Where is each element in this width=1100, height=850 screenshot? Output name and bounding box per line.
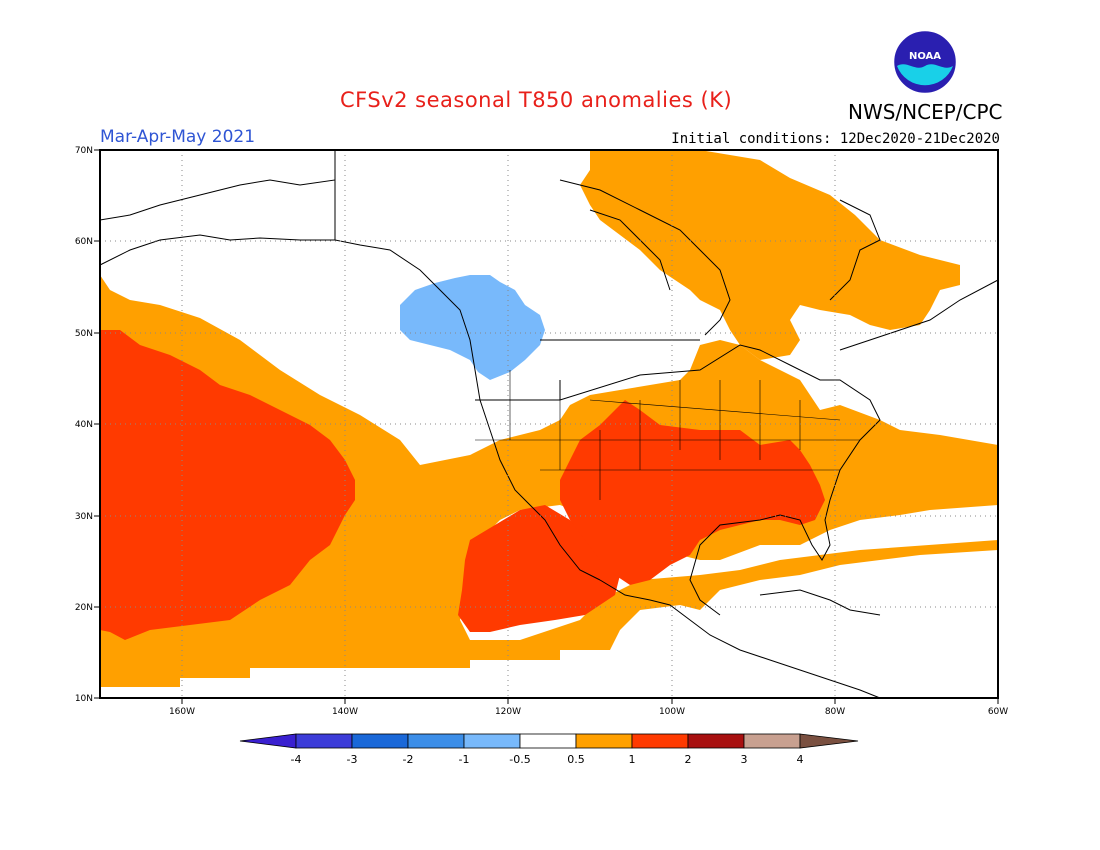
colorbar-label: 0.5 (567, 753, 585, 766)
lon-label: 120W (495, 707, 521, 717)
colorbar (239, 733, 859, 749)
anom-1-2-mexico (458, 505, 620, 632)
axis-ticks (94, 149, 999, 704)
lon-labels: 160W 140W 120W 100W 80W 60W (169, 707, 1008, 717)
colorbar-low-arrow (239, 733, 297, 749)
colorbar-label: 1 (629, 753, 636, 766)
colorbar-swatch (743, 733, 801, 749)
lat-label: 70N (75, 146, 93, 156)
colorbar-swatch (519, 733, 577, 749)
colorbar-swatch (687, 733, 745, 749)
colorbar-label: -1 (459, 753, 470, 766)
colorbar-label: -2 (403, 753, 414, 766)
colorbar-swatch (351, 733, 409, 749)
lat-labels: 70N 60N 50N 40N 30N 20N 10N (75, 146, 93, 704)
colorbar-label: -0.5 (509, 753, 530, 766)
colorbar-label: 3 (741, 753, 748, 766)
coastlines (99, 150, 999, 699)
anom-0.5-1-pacific (100, 275, 998, 687)
anom-neg-0.5-bc (400, 275, 545, 380)
agency-label: NWS/NCEP/CPC (848, 100, 1003, 124)
colorbar-swatch (407, 733, 465, 749)
colorbar-label: -3 (347, 753, 358, 766)
colorbar-high-arrow (799, 733, 859, 749)
colorbar-label: 2 (685, 753, 692, 766)
lon-label: 80W (825, 707, 845, 717)
map-title: CFSv2 seasonal T850 anomalies (K) (340, 88, 733, 112)
anomaly-fields (100, 150, 998, 687)
anom-1-2-southern-us (560, 400, 825, 585)
anom-1-2-pacific (100, 330, 355, 640)
colorbar-labels: -4 -3 -2 -1 -0.5 0.5 1 2 3 4 (291, 753, 804, 766)
lat-label: 30N (75, 512, 93, 522)
lat-label: 60N (75, 237, 93, 247)
colorbar-swatch (295, 733, 353, 749)
noaa-logo: NOAA (894, 31, 956, 93)
anom-0.5-1-north (580, 150, 960, 360)
lat-label: 50N (75, 329, 93, 339)
lat-label: 40N (75, 420, 93, 430)
colorbar-label: -4 (291, 753, 302, 766)
colorbar-swatch (631, 733, 689, 749)
season-label: Mar-Apr-May 2021 (100, 127, 256, 147)
state-borders (475, 370, 860, 500)
colorbar-swatch (575, 733, 633, 749)
lon-label: 140W (332, 707, 358, 717)
colorbar-label: 4 (797, 753, 804, 766)
lat-label: 20N (75, 603, 93, 613)
lon-label: 60W (988, 707, 1008, 717)
lat-label: 10N (75, 694, 93, 704)
colorbar-swatch (463, 733, 521, 749)
lon-label: 100W (659, 707, 685, 717)
noaa-logo-text: NOAA (909, 51, 941, 62)
initial-conditions: Initial conditions: 12Dec2020-21Dec2020 (671, 131, 1000, 147)
lon-label: 160W (169, 707, 195, 717)
